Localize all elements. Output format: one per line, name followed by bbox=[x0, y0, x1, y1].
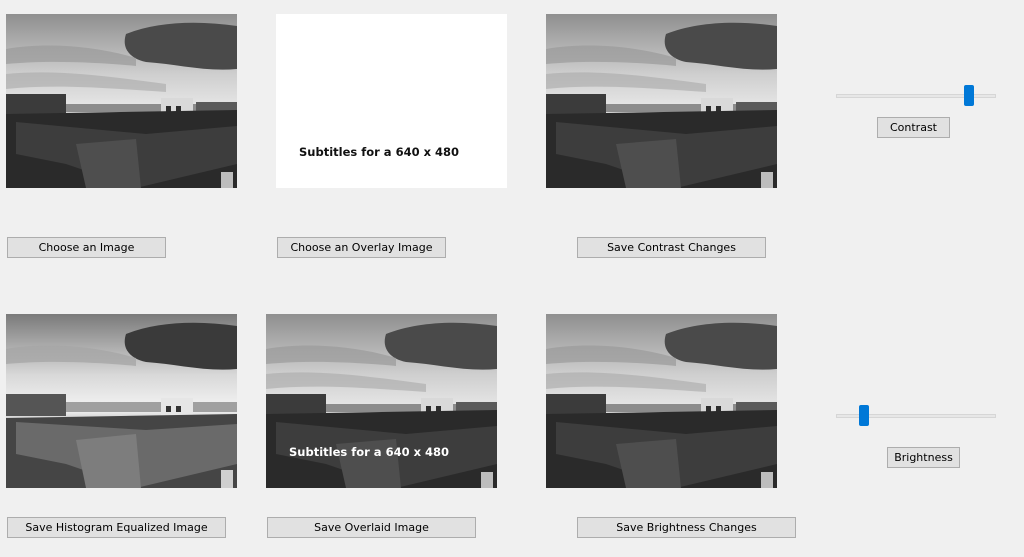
brightness-slider-thumb[interactable] bbox=[859, 405, 869, 426]
save-overlaid-button[interactable]: Save Overlaid Image bbox=[267, 517, 476, 538]
contrast-button[interactable]: Contrast bbox=[877, 117, 950, 138]
choose-overlay-button[interactable]: Choose an Overlay Image bbox=[277, 237, 446, 258]
contrast-slider-track bbox=[836, 94, 996, 98]
original-image bbox=[6, 14, 237, 188]
overlay-image: Subtitles for a 640 x 480 bbox=[276, 14, 507, 188]
brightness-slider[interactable] bbox=[836, 404, 996, 428]
contrast-slider[interactable] bbox=[836, 84, 996, 108]
overlaid-caption: Subtitles for a 640 x 480 bbox=[289, 445, 450, 459]
brightness-slider-track bbox=[836, 414, 996, 418]
choose-image-button[interactable]: Choose an Image bbox=[7, 237, 166, 258]
brightness-image bbox=[546, 314, 777, 488]
save-equalized-button[interactable]: Save Histogram Equalized Image bbox=[7, 517, 226, 538]
equalized-image bbox=[6, 314, 237, 488]
brightness-button[interactable]: Brightness bbox=[887, 447, 960, 468]
save-contrast-button[interactable]: Save Contrast Changes bbox=[577, 237, 766, 258]
overlaid-image: Subtitles for a 640 x 480 bbox=[266, 314, 497, 488]
overlay-caption: Subtitles for a 640 x 480 bbox=[299, 145, 460, 159]
save-brightness-button[interactable]: Save Brightness Changes bbox=[577, 517, 796, 538]
contrast-image bbox=[546, 14, 777, 188]
contrast-slider-thumb[interactable] bbox=[964, 85, 974, 106]
